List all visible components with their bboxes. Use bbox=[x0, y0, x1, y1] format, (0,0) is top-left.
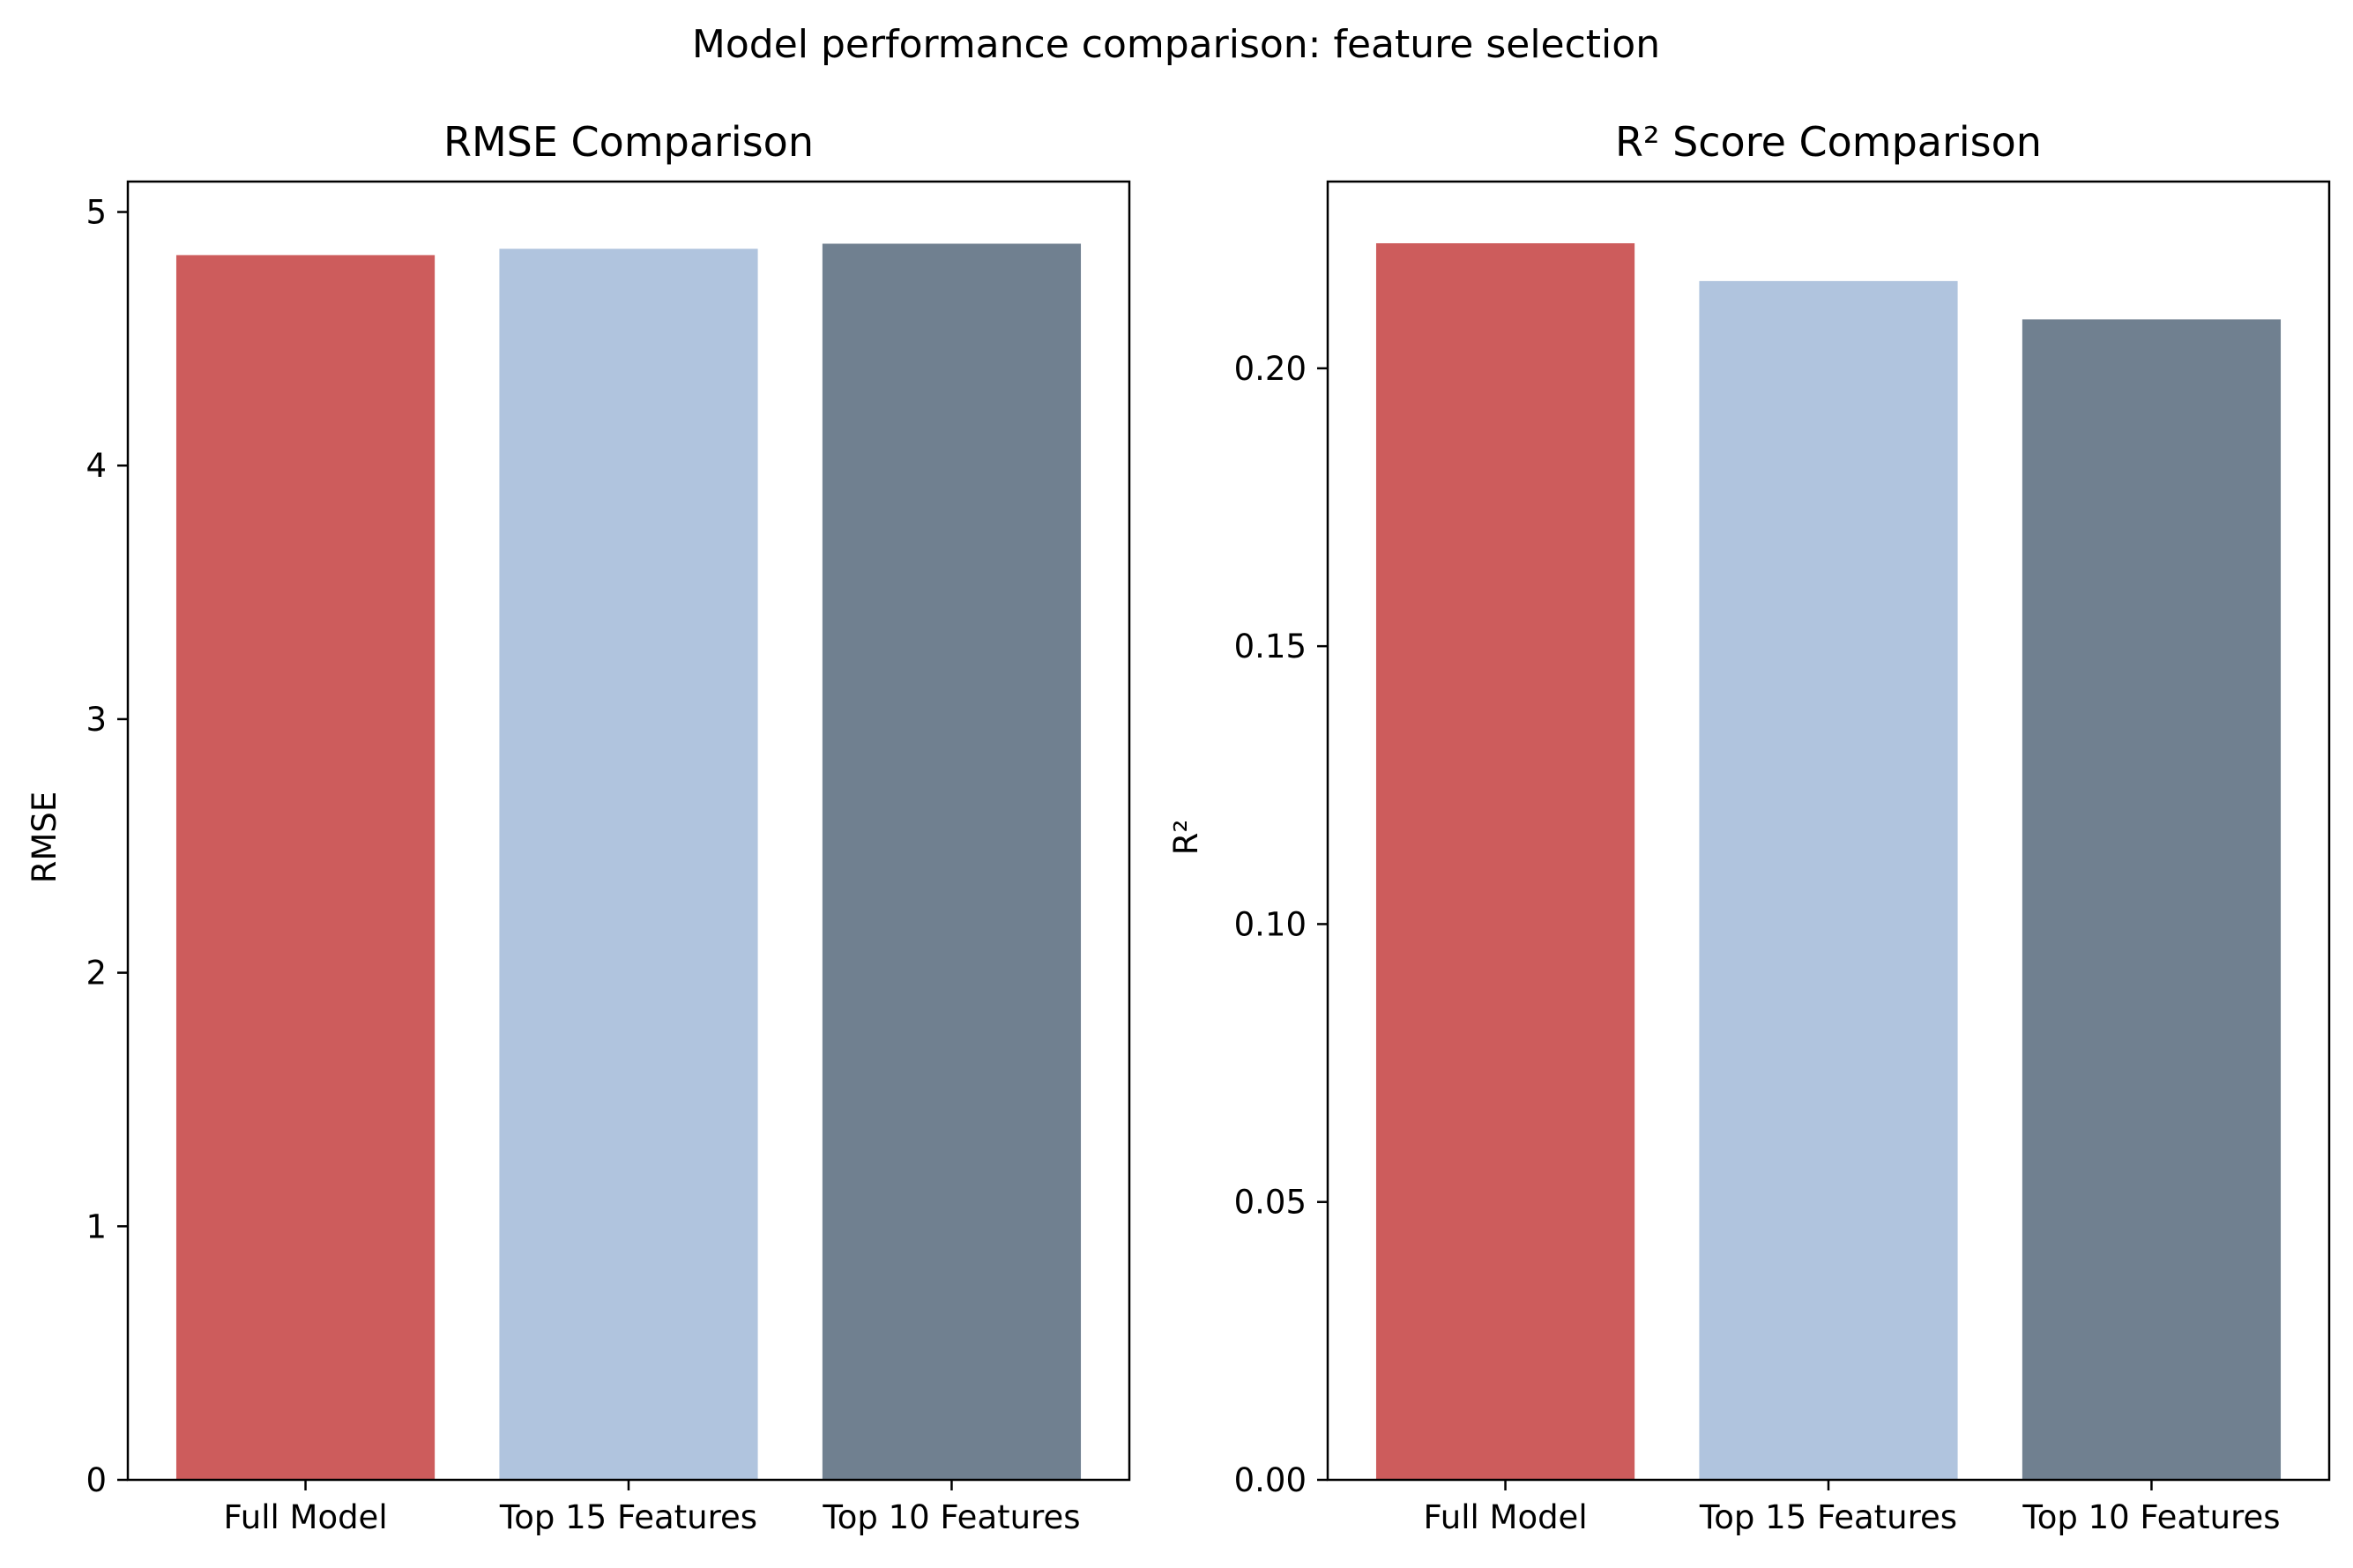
rmse-y-tick-label: 0 bbox=[86, 1461, 107, 1499]
rmse-plot-frame bbox=[126, 180, 1131, 1482]
rmse-y-tick-label: 3 bbox=[86, 701, 107, 739]
rmse-chart-panel: RMSE Comparison RMSE 0 1 2 3 4 5 Full Model To… bbox=[26, 118, 1131, 1536]
rmse-y-tick-label: 5 bbox=[86, 194, 107, 232]
r2-x-ticks: Full Model Top 15 Features Top 10 Features bbox=[1423, 1480, 2281, 1536]
rmse-chart-title: RMSE Comparison bbox=[443, 118, 814, 166]
r2-chart-title: R² Score Comparison bbox=[1615, 118, 2042, 166]
r2-x-tick-label: Full Model bbox=[1423, 1498, 1587, 1536]
r2-y-axis-label: R² bbox=[1167, 820, 1205, 856]
rmse-x-ticks: Full Model Top 15 Features Top 10 Features bbox=[223, 1480, 1081, 1536]
r2-bars bbox=[1375, 242, 2282, 1481]
r2-y-tick-label: 0.05 bbox=[1234, 1184, 1307, 1222]
figure-suptitle: Model performance comparison: feature se… bbox=[692, 22, 1660, 67]
rmse-y-tick-label: 4 bbox=[86, 447, 107, 485]
rmse-y-axis-label: RMSE bbox=[26, 791, 63, 884]
r2-x-tick-label: Top 10 Features bbox=[2022, 1498, 2280, 1536]
r2-x-tick-label: Top 15 Features bbox=[1699, 1498, 1957, 1536]
r2-y-tick-label: 0.00 bbox=[1234, 1461, 1307, 1499]
rmse-bar-full-model bbox=[175, 255, 436, 1480]
r2-y-tick-label: 0.10 bbox=[1234, 905, 1307, 943]
rmse-x-tick-label: Top 15 Features bbox=[499, 1498, 757, 1536]
rmse-bars bbox=[175, 243, 1082, 1480]
r2-y-ticks: 0.00 0.05 0.10 0.15 0.20 bbox=[1234, 350, 1328, 1499]
r2-plot-frame bbox=[1326, 180, 2331, 1482]
rmse-y-tick-label: 1 bbox=[86, 1208, 107, 1245]
rmse-bar-top-15-features bbox=[499, 249, 758, 1480]
rmse-y-tick-label: 2 bbox=[86, 955, 107, 992]
rmse-bar-top-10-features bbox=[822, 243, 1082, 1480]
rmse-x-tick-label: Full Model bbox=[223, 1498, 387, 1536]
r2-y-tick-label: 0.15 bbox=[1234, 628, 1307, 665]
rmse-y-ticks: 0 1 2 3 4 5 bbox=[86, 194, 128, 1499]
rmse-x-tick-label: Top 10 Features bbox=[822, 1498, 1080, 1536]
r2-y-tick-label: 0.20 bbox=[1234, 350, 1307, 388]
r2-bar-top-15-features bbox=[1699, 280, 1958, 1481]
r2-chart-panel: R² Score Comparison R² 0.000.050.100.150… bbox=[1167, 118, 2331, 1536]
r2-bar-full-model bbox=[1375, 242, 1635, 1481]
r2-bar-top-10-features bbox=[2022, 319, 2282, 1480]
